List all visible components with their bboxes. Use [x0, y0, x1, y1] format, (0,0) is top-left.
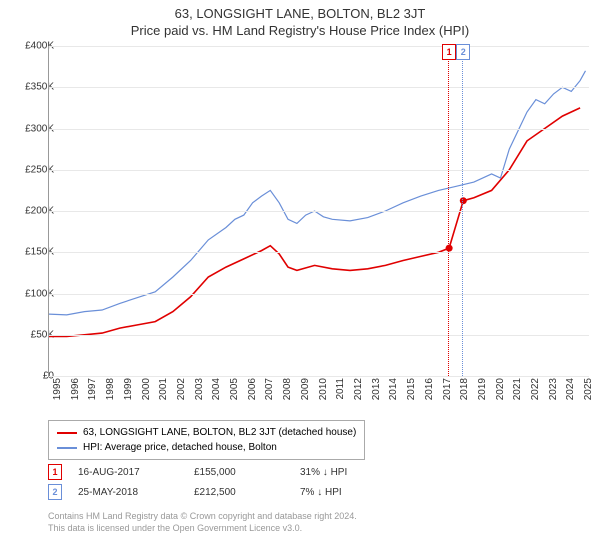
marker-number-box: 2	[456, 44, 470, 60]
x-tick-label: 2018	[459, 378, 470, 408]
transaction-delta: 7% ↓ HPI	[300, 487, 390, 498]
vertical-marker-line	[462, 46, 463, 376]
data-marker	[460, 197, 467, 204]
x-tick-label: 2022	[530, 378, 541, 408]
series-line	[49, 71, 586, 315]
x-tick-label: 2013	[371, 378, 382, 408]
x-tick-label: 1997	[87, 378, 98, 408]
gridline	[49, 376, 589, 377]
chart-container: 63, LONGSIGHT LANE, BOLTON, BL2 3JT Pric…	[0, 0, 600, 560]
gridline	[49, 46, 589, 47]
x-tick-label: 2014	[388, 378, 399, 408]
x-tick-label: 1996	[70, 378, 81, 408]
x-tick-label: 2020	[495, 378, 506, 408]
x-tick-label: 2006	[247, 378, 258, 408]
gridline	[49, 129, 589, 130]
footer-line-2: This data is licensed under the Open Gov…	[48, 522, 357, 534]
x-tick-label: 2007	[264, 378, 275, 408]
x-tick-label: 2004	[211, 378, 222, 408]
gridline	[49, 294, 589, 295]
transaction-number-box: 2	[48, 484, 62, 500]
x-tick-label: 2000	[141, 378, 152, 408]
legend-item: HPI: Average price, detached house, Bolt…	[57, 440, 356, 455]
footer: Contains HM Land Registry data © Crown c…	[48, 510, 357, 534]
transaction-delta: 31% ↓ HPI	[300, 467, 390, 478]
transaction-price: £212,500	[194, 487, 284, 498]
x-tick-label: 1999	[123, 378, 134, 408]
x-tick-label: 2016	[424, 378, 435, 408]
transaction-date: 25-MAY-2018	[78, 487, 178, 498]
transaction-price: £155,000	[194, 467, 284, 478]
title-sub: Price paid vs. HM Land Registry's House …	[0, 21, 600, 42]
transaction-number-box: 1	[48, 464, 62, 480]
x-tick-label: 2024	[565, 378, 576, 408]
x-tick-label: 2015	[406, 378, 417, 408]
x-tick-label: 2010	[318, 378, 329, 408]
marker-number-box: 1	[442, 44, 456, 60]
x-tick-label: 2003	[194, 378, 205, 408]
legend: 63, LONGSIGHT LANE, BOLTON, BL2 3JT (det…	[48, 420, 365, 460]
x-tick-label: 2021	[512, 378, 523, 408]
gridline	[49, 211, 589, 212]
x-tick-label: 2002	[176, 378, 187, 408]
x-tick-label: 2009	[300, 378, 311, 408]
gridline	[49, 87, 589, 88]
legend-item: 63, LONGSIGHT LANE, BOLTON, BL2 3JT (det…	[57, 425, 356, 440]
legend-label: 63, LONGSIGHT LANE, BOLTON, BL2 3JT (det…	[83, 425, 356, 440]
x-tick-label: 2012	[353, 378, 364, 408]
x-tick-label: 2025	[583, 378, 594, 408]
transaction-date: 16-AUG-2017	[78, 467, 178, 478]
legend-label: HPI: Average price, detached house, Bolt…	[83, 440, 277, 455]
title-main: 63, LONGSIGHT LANE, BOLTON, BL2 3JT	[0, 0, 600, 21]
x-tick-label: 2011	[335, 378, 346, 408]
x-tick-label: 1998	[105, 378, 116, 408]
gridline	[49, 252, 589, 253]
series-line	[49, 108, 580, 337]
transaction-row: 2 25-MAY-2018 £212,500 7% ↓ HPI	[48, 482, 390, 502]
x-tick-label: 2023	[548, 378, 559, 408]
gridline	[49, 335, 589, 336]
gridline	[49, 170, 589, 171]
x-tick-label: 2005	[229, 378, 240, 408]
transaction-row: 1 16-AUG-2017 £155,000 31% ↓ HPI	[48, 462, 390, 482]
x-tick-label: 1995	[52, 378, 63, 408]
transaction-table: 1 16-AUG-2017 £155,000 31% ↓ HPI 2 25-MAY-201…	[48, 462, 390, 502]
data-marker	[446, 245, 453, 252]
vertical-marker-line	[448, 46, 449, 376]
x-tick-label: 2019	[477, 378, 488, 408]
x-tick-label: 2001	[158, 378, 169, 408]
x-tick-label: 2017	[442, 378, 453, 408]
plot-area	[48, 46, 589, 377]
x-tick-label: 2008	[282, 378, 293, 408]
legend-swatch	[57, 447, 77, 449]
legend-swatch	[57, 432, 77, 434]
footer-line-1: Contains HM Land Registry data © Crown c…	[48, 510, 357, 522]
